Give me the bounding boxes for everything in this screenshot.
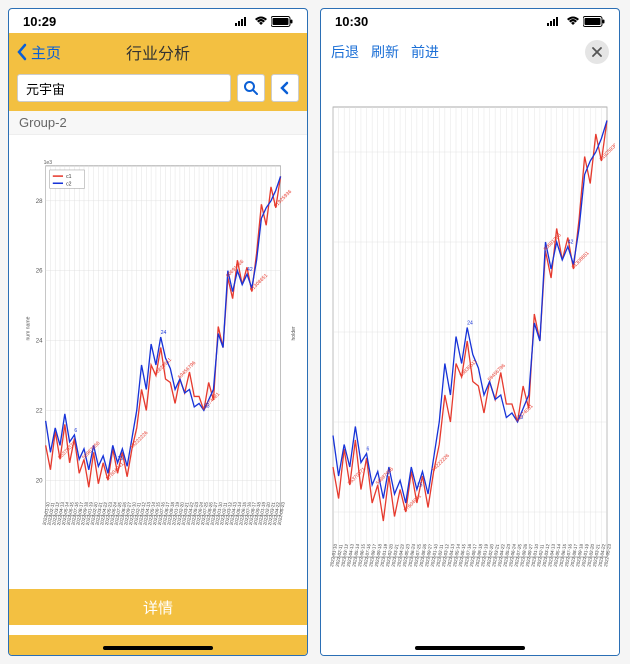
back-label: 主页: [31, 42, 61, 63]
svg-text:6: 6: [367, 447, 370, 453]
back-button[interactable]: 主页: [9, 42, 61, 63]
header: 主页 行业分析: [9, 33, 307, 71]
svg-text:num name: num name: [25, 316, 31, 340]
svg-text:24: 24: [36, 338, 43, 345]
wifi-icon: [254, 16, 268, 26]
nav-refresh[interactable]: 刷新: [371, 42, 399, 62]
group-label: Group-2: [9, 111, 307, 135]
svg-text:26: 26: [36, 268, 43, 275]
line-chart[interactable]: 2022242628563703715698765657604941582222…: [15, 141, 301, 583]
status-time: 10:29: [23, 14, 56, 29]
search-row: [9, 71, 307, 111]
chart-container-left: 2022242628563703715698765657604941582222…: [9, 135, 307, 589]
phone-left: 10:29 主页 行业分析 Group-2 202224262856370371…: [8, 8, 308, 656]
svg-text:33: 33: [518, 415, 524, 421]
status-bar: 10:29: [9, 9, 307, 33]
svg-text:22: 22: [36, 407, 43, 414]
svg-text:42: 42: [568, 240, 574, 246]
chevron-left-icon: [15, 43, 29, 61]
status-indicators: [235, 16, 293, 27]
chart-container-right: 5637037156987656576049415822222658839511…: [321, 71, 619, 655]
close-icon: [592, 47, 602, 57]
home-indicator: [103, 646, 213, 650]
nav-links: 后退 刷新 前进: [331, 42, 439, 62]
collapse-button[interactable]: [271, 74, 299, 102]
svg-text:24: 24: [467, 321, 473, 327]
nav-header: 后退 刷新 前进: [321, 33, 619, 71]
nav-forward[interactable]: 前进: [411, 42, 439, 62]
close-button[interactable]: [585, 40, 609, 64]
status-time: 10:30: [335, 14, 368, 29]
signal-icon: [235, 16, 251, 26]
spacer: [9, 625, 307, 635]
home-indicator: [415, 646, 525, 650]
svg-text:28: 28: [36, 198, 43, 205]
svg-text:6: 6: [74, 428, 77, 434]
search-icon: [243, 80, 259, 96]
svg-text:15: 15: [118, 456, 124, 462]
status-indicators: [547, 16, 605, 27]
svg-text:20: 20: [36, 477, 43, 484]
details-button[interactable]: 详情: [9, 589, 307, 625]
status-bar: 10:30: [321, 9, 619, 33]
battery-icon: [583, 16, 605, 27]
svg-text:1e3: 1e3: [44, 160, 53, 166]
page-title: 行业分析: [126, 40, 190, 64]
svg-text:33: 33: [204, 403, 210, 409]
svg-text:24: 24: [161, 330, 167, 336]
search-button[interactable]: [237, 74, 265, 102]
phone-right: 10:30 后退 刷新 前进 5637037156987656576049415…: [320, 8, 620, 656]
bottom-strip: [9, 635, 307, 655]
nav-back[interactable]: 后退: [331, 42, 359, 62]
battery-icon: [271, 16, 293, 27]
svg-text:42: 42: [247, 267, 253, 273]
svg-text:c1: c1: [66, 174, 72, 180]
line-chart-zoomed[interactable]: 5637037156987656576049415822222658839511…: [325, 83, 615, 651]
wifi-icon: [566, 16, 580, 26]
svg-text:c2: c2: [66, 181, 72, 187]
chevron-left-icon: [277, 80, 293, 96]
search-input[interactable]: [17, 74, 231, 102]
svg-text:15: 15: [417, 483, 423, 489]
signal-icon: [547, 16, 563, 26]
svg-text:holder: holder: [291, 326, 297, 340]
details-label: 详情: [143, 597, 173, 618]
